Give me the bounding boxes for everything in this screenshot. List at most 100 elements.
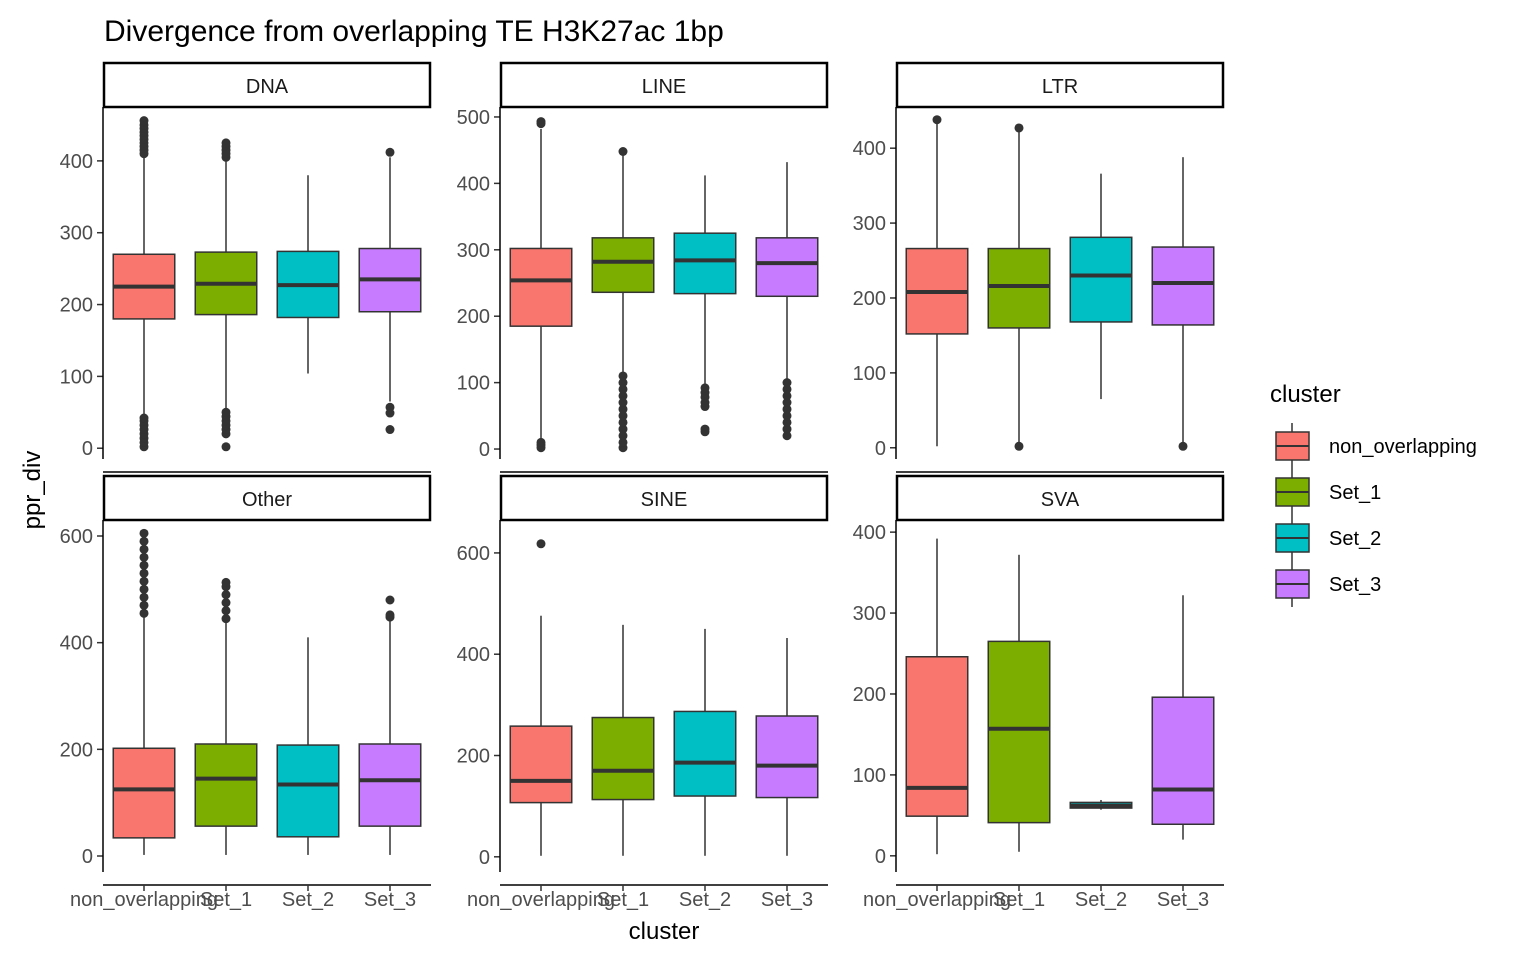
box-set-3 [755, 162, 819, 441]
box-set-3 [358, 595, 422, 855]
outlier-point [139, 413, 149, 423]
outlier-point [618, 391, 628, 401]
y-tick-label: 400 [853, 522, 886, 544]
y-tick-label: 200 [853, 288, 886, 310]
y-tick-label: 100 [853, 765, 886, 787]
box-body [755, 237, 819, 298]
box-body [673, 710, 737, 797]
y-tick-label: 0 [479, 439, 490, 461]
box-body [1069, 236, 1133, 323]
y-tick-label: 100 [853, 363, 886, 385]
y-tick-label: 0 [82, 846, 93, 868]
facet-strip [895, 474, 1225, 522]
outlier-point [782, 398, 792, 408]
outlier-point [385, 402, 395, 412]
x-tick-label: Set_1 [993, 889, 1045, 911]
y-tick-label: 600 [60, 526, 93, 548]
y-tick-label: 300 [60, 223, 93, 245]
outlier-point [782, 391, 792, 401]
chart-title: Divergence from overlapping TE H3K27ac 1… [104, 15, 724, 48]
facet-strip [102, 474, 432, 522]
x-tick-label: Set_1 [597, 889, 649, 911]
box-body [1151, 696, 1215, 826]
x-tick-label: Set_2 [282, 889, 334, 911]
y-tick-label: 200 [457, 306, 490, 328]
outlier-point [385, 595, 395, 605]
y-tick-label: 400 [60, 633, 93, 655]
outlier-point [139, 576, 149, 586]
outlier-point [139, 116, 149, 126]
y-tick-label: 100 [60, 366, 93, 388]
outlier-point [536, 437, 546, 447]
y-tick-label: 300 [853, 603, 886, 625]
x-tick-label: Set_3 [761, 889, 813, 911]
x-tick-label: non_overlapping [863, 889, 1011, 911]
outlier-point [1178, 441, 1188, 451]
outlier-point [221, 442, 231, 452]
outlier-point [618, 437, 628, 447]
box-body [276, 744, 340, 838]
x-tick-label: Set_3 [364, 889, 416, 911]
outlier-point [618, 411, 628, 421]
outlier-point [618, 404, 628, 414]
outlier-point [618, 431, 628, 441]
facet-strip-label: LINE [642, 76, 686, 98]
box-body [509, 725, 573, 804]
y-tick-label: 300 [457, 240, 490, 262]
box-set-1 [194, 577, 258, 855]
outlier-point [536, 539, 546, 549]
box-body [591, 716, 655, 801]
outlier-point [221, 598, 231, 608]
facet-strip-label: SINE [641, 489, 688, 511]
x-tick-label: Set_1 [200, 889, 252, 911]
box-body [1151, 246, 1215, 326]
box-set-3 [1151, 157, 1215, 451]
box-set-1 [591, 146, 655, 453]
legend-label: non_overlapping [1329, 436, 1477, 458]
legend-title: cluster [1270, 381, 1341, 408]
x-axis-title: cluster [629, 918, 700, 945]
legend-label: Set_3 [1329, 574, 1381, 596]
outlier-point [700, 383, 710, 393]
box-body [755, 715, 819, 799]
outlier-point [782, 411, 792, 421]
y-tick-label: 500 [457, 107, 490, 129]
box-non-overlapping [509, 539, 573, 856]
outlier-point [385, 425, 395, 435]
box-body [591, 237, 655, 294]
outlier-point [139, 592, 149, 602]
facet-strip [102, 61, 432, 109]
legend-item-set-3: Set_3 [1275, 561, 1381, 607]
facet-strip-label: DNA [246, 76, 289, 98]
outlier-point [139, 528, 149, 538]
facet-strip [499, 61, 829, 109]
box-non-overlapping [112, 528, 176, 855]
facet-strip-label: LTR [1042, 76, 1078, 98]
outlier-point [221, 407, 231, 417]
box-non-overlapping [905, 538, 969, 855]
box-body [905, 656, 969, 817]
outlier-point [618, 417, 628, 427]
outlier-point [139, 560, 149, 570]
y-axis-title: ppr_div [19, 451, 46, 530]
legend-label: Set_2 [1329, 528, 1381, 550]
box-set-3 [755, 638, 819, 856]
outlier-point [782, 378, 792, 388]
facet-strip-label: Other [242, 489, 292, 511]
box-set-2 [276, 637, 340, 855]
x-tick-label: Set_2 [679, 889, 731, 911]
box-set-3 [1151, 595, 1215, 840]
outlier-point [139, 536, 149, 546]
x-tick-label: Set_3 [1157, 889, 1209, 911]
outlier-point [139, 600, 149, 610]
outlier-point [932, 115, 942, 125]
y-tick-label: 0 [479, 847, 490, 869]
y-tick-label: 100 [457, 373, 490, 395]
outlier-point [139, 608, 149, 618]
facet-strip-label: SVA [1041, 489, 1080, 511]
box-body [112, 747, 176, 839]
box-body [673, 232, 737, 295]
outlier-point [1014, 123, 1024, 133]
